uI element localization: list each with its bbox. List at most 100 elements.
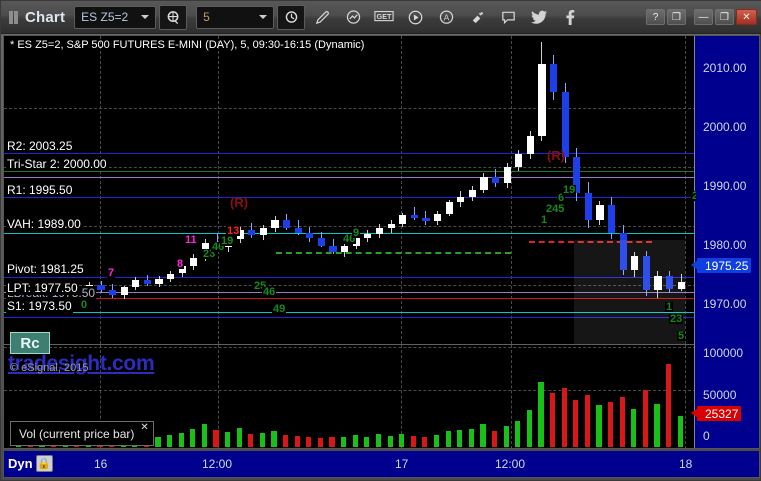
trade-annotation: 1 bbox=[540, 214, 549, 226]
trade-annotation: 23 bbox=[691, 191, 696, 202]
candle-body bbox=[677, 282, 685, 289]
volume-bar bbox=[468, 428, 474, 447]
grid-line-vertical bbox=[401, 345, 402, 448]
brush-icon[interactable] bbox=[463, 5, 491, 30]
volume-bar bbox=[445, 431, 451, 447]
rc-badge[interactable]: Rc bbox=[10, 332, 50, 354]
candle-body bbox=[364, 234, 372, 238]
candle-body bbox=[387, 223, 395, 228]
level-label-r2: R2: 2003.25 bbox=[6, 139, 74, 153]
trade-annotation: 46 bbox=[262, 286, 277, 298]
grid-line-vertical bbox=[685, 345, 686, 448]
candle-body bbox=[631, 255, 639, 270]
trade-annotation: 6 bbox=[557, 192, 566, 204]
volume-bar bbox=[271, 431, 277, 447]
volume-bar bbox=[515, 420, 521, 447]
level-segment-red-dashed bbox=[529, 241, 652, 243]
time-tick: 16 bbox=[94, 457, 108, 471]
volume-tick: 100000 bbox=[703, 346, 744, 360]
volume-bar bbox=[584, 394, 590, 447]
level-line-lpt bbox=[4, 292, 696, 293]
get-icon[interactable]: GET bbox=[370, 5, 398, 30]
clock-icon[interactable] bbox=[277, 4, 306, 30]
price-tick: 1980.00 bbox=[703, 238, 747, 252]
candle-body bbox=[503, 166, 511, 184]
price-axis[interactable]: 2010.00 2000.00 1990.00 1980.00 1975.25 … bbox=[690, 36, 759, 448]
grid-line-vertical bbox=[511, 345, 512, 448]
minimize-button[interactable]: — bbox=[694, 9, 713, 25]
volume-bar bbox=[642, 389, 648, 447]
price-tick: 2010.00 bbox=[703, 61, 747, 75]
grid-line-vertical bbox=[218, 345, 219, 448]
candle-body bbox=[445, 202, 453, 214]
close-button[interactable]: ✕ bbox=[736, 9, 757, 25]
candle-body bbox=[422, 217, 430, 222]
volume-legend-label: Vol (current price bar) bbox=[19, 426, 135, 441]
price-tick: 1990.00 bbox=[703, 179, 747, 193]
volume-bar bbox=[213, 430, 219, 447]
level-label-vah: VAH: 1989.00 bbox=[6, 217, 82, 231]
volume-bar bbox=[225, 431, 231, 447]
alert-icon[interactable]: A bbox=[432, 5, 460, 30]
time-axis[interactable]: Dyn 🔒 16 12:00 17 12:00 18 bbox=[3, 451, 760, 478]
symbol-search-icon[interactable] bbox=[159, 4, 188, 30]
current-volume-marker: 25327 bbox=[690, 406, 742, 421]
volume-bar bbox=[248, 433, 254, 447]
trade-annotation: 25 bbox=[253, 280, 268, 292]
volume-bar bbox=[178, 433, 184, 447]
restore-down-button[interactable]: ❐ bbox=[667, 9, 686, 25]
volume-bar bbox=[654, 403, 660, 447]
play-icon[interactable] bbox=[401, 5, 429, 30]
symbol-selector[interactable]: ES Z5=2 bbox=[74, 5, 157, 29]
candle-body bbox=[433, 213, 442, 222]
volume-legend-tab[interactable]: Vol (current price bar) ✕ bbox=[10, 421, 154, 446]
time-tick: 18 bbox=[679, 457, 693, 471]
trade-annotation: 46 bbox=[342, 233, 357, 245]
help-button[interactable]: ? bbox=[646, 9, 665, 25]
price-tick: 1970.00 bbox=[703, 297, 747, 311]
level-line-pivot bbox=[4, 277, 696, 278]
volume-bar bbox=[573, 400, 579, 447]
volume-bar bbox=[259, 432, 266, 447]
window-controls: ? ❐ — ❐ ✕ bbox=[646, 9, 757, 25]
volume-pane[interactable]: Vol (current price bar) ✕ bbox=[4, 344, 696, 448]
candle-body bbox=[642, 255, 650, 290]
pencil-icon[interactable] bbox=[308, 5, 336, 30]
facebook-icon[interactable] bbox=[556, 5, 584, 30]
level-label-tristar2: Tri-Star 2: 2000.00 bbox=[6, 157, 108, 171]
comment-icon[interactable] bbox=[494, 5, 522, 30]
candle-body bbox=[248, 230, 256, 236]
maximize-button[interactable]: ❐ bbox=[715, 9, 734, 25]
candle-body bbox=[317, 237, 326, 246]
time-tick: 12:00 bbox=[202, 457, 233, 471]
volume-bar bbox=[306, 437, 312, 447]
grid-line-vertical bbox=[401, 36, 402, 344]
chevron-down-icon[interactable] bbox=[259, 15, 268, 19]
trade-annotation: 19 bbox=[562, 184, 577, 196]
lock-icon[interactable]: 🔒 bbox=[35, 455, 53, 472]
dynamic-mode-indicator[interactable]: Dyn 🔒 bbox=[8, 455, 53, 472]
trade-annotation: 7 bbox=[107, 267, 116, 279]
volume-bar bbox=[596, 405, 602, 447]
grid-line-vertical bbox=[100, 36, 101, 344]
twitter-icon[interactable] bbox=[525, 5, 553, 30]
candle-body bbox=[167, 273, 175, 279]
candle-body bbox=[341, 245, 349, 252]
trade-annotation: 23 bbox=[202, 248, 217, 260]
chevron-down-icon[interactable] bbox=[141, 15, 150, 19]
interval-selector[interactable]: 5 bbox=[196, 5, 275, 29]
volume-bar bbox=[561, 387, 567, 447]
candle-wick bbox=[216, 232, 218, 251]
level-line-tristar2 bbox=[4, 171, 696, 172]
candle-body bbox=[132, 279, 140, 288]
close-icon[interactable]: ✕ bbox=[140, 422, 149, 433]
dyn-label: Dyn bbox=[8, 456, 33, 471]
trend-icon[interactable] bbox=[339, 5, 367, 30]
candle-body bbox=[491, 176, 500, 184]
chart-canvas[interactable]: R2: 2003.25 Tri-Star 2: 2000.00 R1: 1995… bbox=[3, 35, 760, 449]
r-marker: (R) bbox=[230, 195, 249, 210]
candle-body bbox=[155, 278, 163, 284]
candle-body bbox=[538, 63, 546, 137]
grid-line-horizontal bbox=[4, 108, 696, 109]
